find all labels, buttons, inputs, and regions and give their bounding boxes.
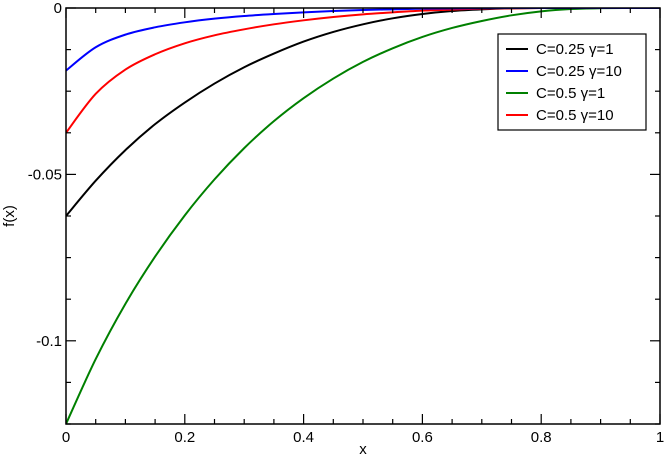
y-axis-label: f(x) [1,205,18,227]
legend-label: C=0.5 γ=1 [536,85,605,102]
series-line [66,8,660,134]
y-tick-label: -0.1 [36,333,62,350]
x-tick-label: 0.4 [293,429,314,446]
x-axis: 0 0.2 0.4 0.6 0.8 1 [62,8,664,446]
x-tick-label: 0.8 [531,429,552,446]
x-tick-label: 0.2 [174,429,195,446]
y-tick-label: 0 [54,0,62,17]
legend-label: C=0.25 γ=1 [536,41,614,58]
legend: C=0.25 γ=1 C=0.25 γ=10 C=0.5 γ=1 C=0.5 γ=10 [497,33,647,131]
series-line [66,8,660,424]
x-tick-label: 0.6 [412,429,433,446]
x-tick-label: 0 [62,429,70,446]
x-axis-label: x [359,441,367,458]
series-line [66,8,660,217]
y-axis: -0.1 -0.05 0 [28,0,660,425]
y-tick-label: -0.05 [28,166,62,183]
x-tick-label: 1 [656,429,664,446]
legend-label: C=0.5 γ=10 [536,107,614,124]
legend-label: C=0.25 γ=10 [536,63,622,80]
